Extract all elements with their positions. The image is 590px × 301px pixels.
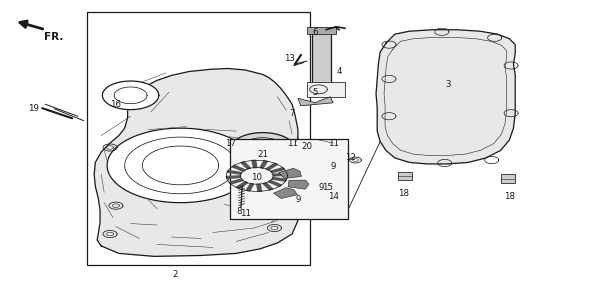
Text: 15: 15 xyxy=(322,183,333,192)
Text: 3: 3 xyxy=(445,80,450,89)
Text: 5: 5 xyxy=(313,88,318,97)
Polygon shape xyxy=(257,184,261,191)
Polygon shape xyxy=(288,180,309,189)
Polygon shape xyxy=(298,97,333,106)
Text: 18: 18 xyxy=(398,189,409,198)
Polygon shape xyxy=(278,168,301,178)
Bar xyxy=(87,12,310,265)
Text: 11: 11 xyxy=(287,138,297,147)
Bar xyxy=(231,138,348,219)
Polygon shape xyxy=(103,81,159,110)
Bar xyxy=(307,82,345,97)
Text: 4: 4 xyxy=(336,67,342,76)
Text: FR.: FR. xyxy=(44,33,64,42)
Text: 16: 16 xyxy=(110,100,122,109)
Polygon shape xyxy=(398,172,412,180)
Text: 6: 6 xyxy=(313,28,318,37)
Text: 18: 18 xyxy=(504,192,515,201)
Polygon shape xyxy=(94,69,298,256)
Text: 8: 8 xyxy=(237,207,242,216)
Text: 14: 14 xyxy=(327,192,339,201)
Polygon shape xyxy=(376,30,515,164)
Polygon shape xyxy=(227,176,241,178)
Polygon shape xyxy=(246,184,254,191)
Text: 11: 11 xyxy=(327,138,339,147)
Text: 12: 12 xyxy=(345,154,356,163)
Polygon shape xyxy=(227,170,242,174)
Polygon shape xyxy=(263,183,273,190)
Polygon shape xyxy=(236,182,248,188)
Polygon shape xyxy=(260,161,267,168)
Text: 9: 9 xyxy=(319,183,324,192)
Polygon shape xyxy=(500,174,514,183)
Polygon shape xyxy=(307,27,336,34)
Polygon shape xyxy=(229,179,243,184)
Polygon shape xyxy=(268,181,281,186)
Polygon shape xyxy=(241,162,251,169)
Text: 17: 17 xyxy=(225,138,236,147)
Text: 10: 10 xyxy=(251,173,263,182)
Polygon shape xyxy=(231,133,295,166)
Text: 7: 7 xyxy=(289,109,295,118)
Polygon shape xyxy=(252,160,257,168)
Polygon shape xyxy=(107,128,254,203)
Polygon shape xyxy=(273,173,287,176)
Polygon shape xyxy=(312,28,331,85)
Polygon shape xyxy=(274,188,297,198)
Text: 9: 9 xyxy=(295,195,301,204)
Polygon shape xyxy=(232,165,245,171)
Text: 19: 19 xyxy=(28,104,39,113)
Text: 9: 9 xyxy=(330,163,336,171)
Polygon shape xyxy=(276,140,320,163)
Text: 11: 11 xyxy=(240,209,251,218)
Text: 20: 20 xyxy=(301,141,312,150)
Polygon shape xyxy=(270,168,284,173)
Polygon shape xyxy=(272,178,287,181)
Text: 13: 13 xyxy=(284,54,294,63)
Text: 2: 2 xyxy=(172,270,178,279)
Text: 21: 21 xyxy=(257,150,268,160)
Polygon shape xyxy=(266,163,277,170)
